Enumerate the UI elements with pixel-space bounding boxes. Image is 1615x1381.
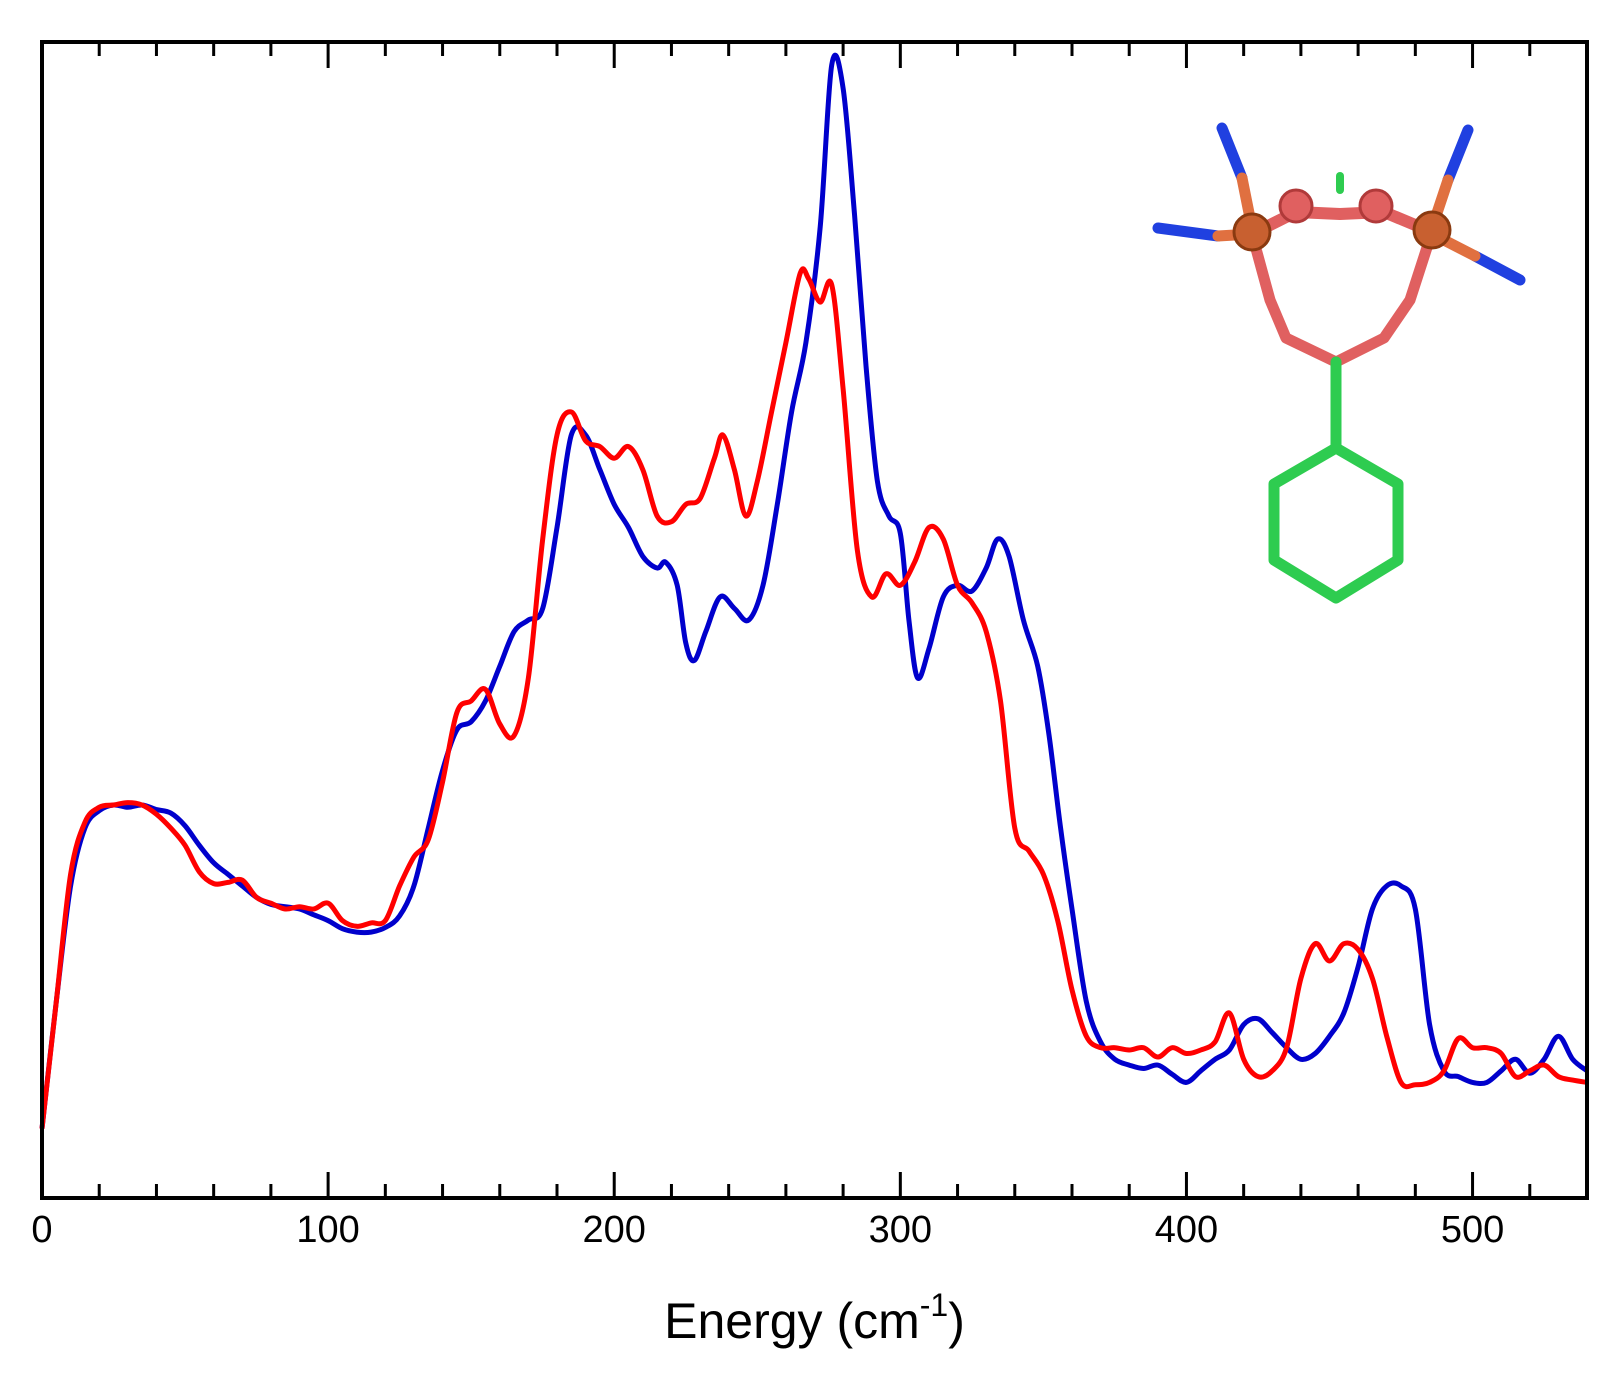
ligand-arm-2 — [1152, 222, 1224, 242]
tick-layer: 0 100 200 300 400 500 — [31, 42, 1589, 1251]
carboxylate-right — [1330, 226, 1438, 368]
oxygen-atom-1 — [1278, 188, 1314, 224]
x-tick-label-100: 100 — [296, 1209, 359, 1251]
carboxylate-left — [1246, 228, 1342, 368]
oxygen-atom-2 — [1358, 188, 1394, 224]
x-tick-label-500: 500 — [1441, 1209, 1504, 1251]
series-line-2 — [39, 266, 1588, 1129]
x-axis-title-superscript: -1 — [920, 1287, 948, 1323]
x-tick-label-0: 0 — [31, 1209, 52, 1251]
ligand-arm-4 — [1469, 250, 1526, 286]
ligand-arm-1 — [1216, 122, 1248, 184]
phenyl-ring — [1268, 442, 1404, 604]
molecular-structure-icon — [1152, 122, 1526, 604]
series-layer — [39, 52, 1589, 1129]
x-axis-title-suffix: ) — [948, 1293, 965, 1349]
x-tick-label-300: 300 — [869, 1209, 932, 1251]
x-axis-title: Energy (cm-1) — [664, 1287, 965, 1349]
series-line-1 — [39, 52, 1589, 1129]
metal-atom-1 — [1232, 212, 1272, 252]
x-tick-label-400: 400 — [1155, 1209, 1218, 1251]
plot-frame — [40, 40, 1589, 1200]
oxygen-ring — [1246, 206, 1438, 240]
ligand-arm-3 — [1442, 124, 1474, 186]
x-tick-label-200: 200 — [583, 1209, 646, 1251]
x-axis-title-main: Energy (cm — [664, 1293, 920, 1349]
metal-atom-2 — [1412, 210, 1452, 250]
